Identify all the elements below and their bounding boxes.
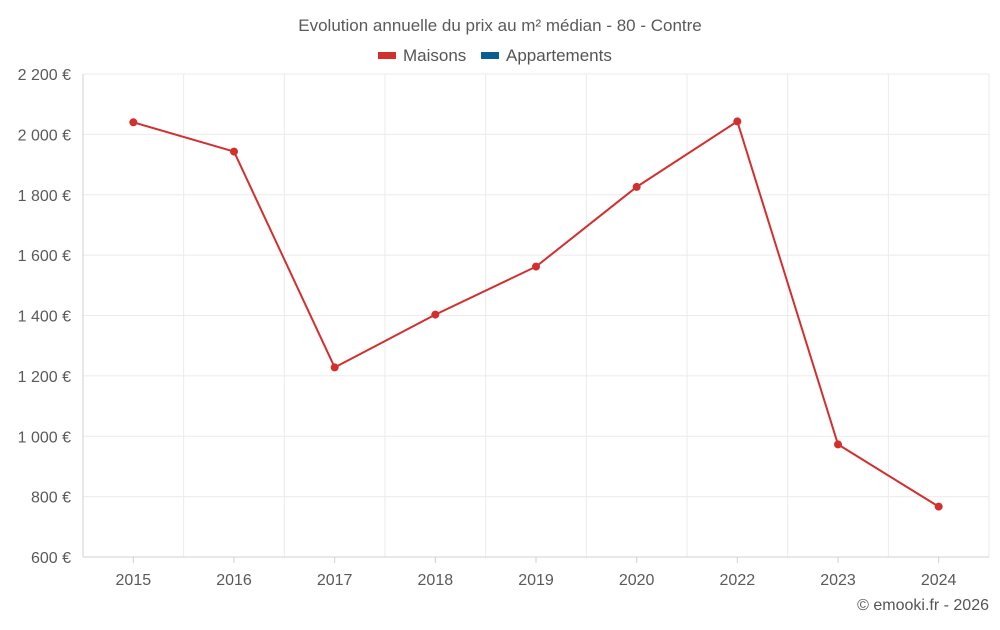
legend-label-maisons: Maisons (403, 46, 466, 65)
x-tick-label: 2022 (720, 572, 756, 589)
data-point-maisons-2022[interactable] (733, 117, 742, 126)
chart-title: Evolution annuelle du prix au m² médian … (298, 16, 702, 35)
legend: Maisons Appartements (378, 46, 612, 65)
credit-text: © emooki.fr - 2026 (857, 597, 989, 614)
data-point-maisons-2023[interactable] (834, 440, 842, 449)
y-tick-label: 2 000 € (18, 127, 71, 144)
data-point-maisons-2024[interactable] (934, 502, 943, 511)
x-tick-label: 2018 (418, 572, 454, 589)
y-axis: 600 € 800 € 1 000 € 1 200 € 1 400 € 1 600 € 1 … (18, 67, 84, 567)
x-tick-label: 2024 (921, 572, 957, 589)
y-tick-label: 1 600 € (18, 248, 71, 265)
x-tick-label: 2016 (216, 572, 252, 589)
grid (82, 73, 990, 558)
x-tick-label: 2020 (619, 572, 655, 589)
x-tick-label: 2015 (116, 572, 152, 589)
data-point-maisons-2018[interactable] (431, 310, 440, 319)
y-tick-label: 1 000 € (18, 429, 71, 446)
y-tick-label: 1 200 € (18, 369, 71, 386)
legend-label-appartements: Appartements (506, 46, 612, 65)
x-axis: 2015 2016 2017 2018 2019 2020 2022 2023 2024 (83, 556, 989, 589)
data-point-maisons-2016[interactable] (230, 147, 238, 156)
data-point-maisons-2019[interactable] (532, 262, 540, 271)
data-point-maisons-2015[interactable] (129, 118, 138, 127)
legend-item-appartements[interactable]: Appartements (481, 46, 612, 65)
series-line-maisons (133, 120, 940, 508)
series-layer (129, 117, 943, 511)
legend-swatch-appartements (481, 52, 499, 59)
data-point-maisons-2017[interactable] (330, 363, 339, 372)
y-tick-label: 800 € (31, 490, 71, 507)
x-tick-label: 2017 (317, 572, 353, 589)
x-tick-label: 2019 (518, 572, 554, 589)
y-tick-label: 2 200 € (18, 67, 71, 84)
legend-item-maisons[interactable]: Maisons (378, 46, 466, 65)
legend-swatch-maisons (378, 52, 396, 59)
x-tick-label: 2023 (820, 572, 856, 589)
y-tick-label: 1 400 € (18, 309, 71, 326)
y-tick-label: 1 800 € (18, 188, 71, 205)
y-tick-label: 600 € (31, 550, 71, 567)
data-point-maisons-2020[interactable] (632, 182, 641, 191)
